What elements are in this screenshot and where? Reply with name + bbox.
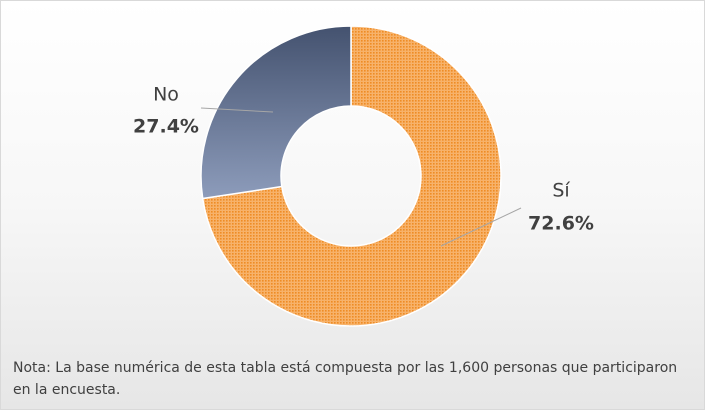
donut-slice [201, 25, 502, 327]
donut-slice [200, 25, 352, 200]
leader-line [440, 207, 522, 247]
note: Nota: La base numérica de esta tabla est… [13, 360, 678, 398]
leader-line [200, 107, 274, 113]
value-label: 27.4% [133, 116, 199, 138]
category-label: No [153, 84, 179, 106]
category-label: Sí [552, 180, 570, 202]
value-label: 72.6% [528, 213, 594, 235]
